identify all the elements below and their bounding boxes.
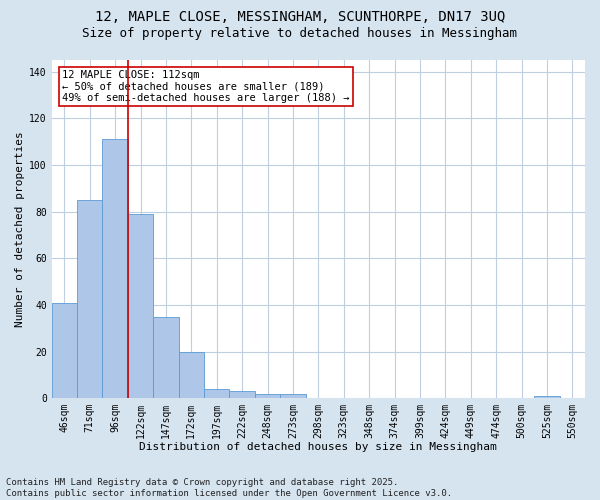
Bar [103, 140, 128, 398]
Text: 12 MAPLE CLOSE: 112sqm
← 50% of detached houses are smaller (189)
49% of semi-de: 12 MAPLE CLOSE: 112sqm ← 50% of detached… [62, 70, 350, 103]
Y-axis label: Number of detached properties: Number of detached properties [15, 131, 25, 327]
Bar [77, 200, 103, 398]
Bar [204, 389, 229, 398]
Bar [179, 352, 204, 398]
Bar [534, 396, 560, 398]
Text: 12, MAPLE CLOSE, MESSINGHAM, SCUNTHORPE, DN17 3UQ: 12, MAPLE CLOSE, MESSINGHAM, SCUNTHORPE,… [95, 10, 505, 24]
Bar [255, 394, 280, 398]
Bar [52, 302, 77, 398]
Text: Size of property relative to detached houses in Messingham: Size of property relative to detached ho… [83, 28, 517, 40]
Bar [153, 316, 179, 398]
X-axis label: Distribution of detached houses by size in Messingham: Distribution of detached houses by size … [139, 442, 497, 452]
Bar [280, 394, 305, 398]
Bar [128, 214, 153, 398]
Text: Contains HM Land Registry data © Crown copyright and database right 2025.
Contai: Contains HM Land Registry data © Crown c… [6, 478, 452, 498]
Bar [229, 391, 255, 398]
